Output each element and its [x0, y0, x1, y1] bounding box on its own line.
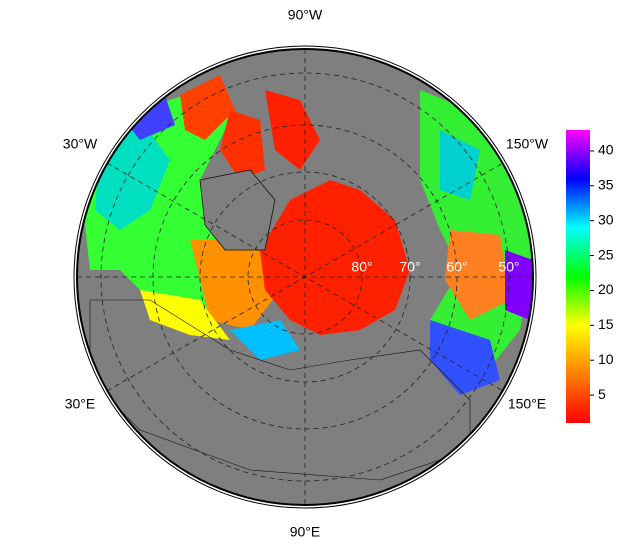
colorbar — [566, 130, 590, 423]
baffin-bay — [220, 110, 265, 180]
colorbar-tick-label: 30 — [598, 211, 614, 227]
colorbar-tick-label: 20 — [598, 281, 614, 297]
latitude-label: 50° — [498, 259, 519, 275]
ocean-patch — [430, 320, 500, 395]
graticule — [77, 49, 533, 505]
map-body — [77, 49, 533, 505]
hudson-bay — [265, 90, 320, 170]
ocean-patch — [505, 250, 533, 320]
ocean-patch — [140, 290, 230, 340]
ocean-patch — [440, 130, 480, 200]
colorbar-tick-label: 15 — [598, 316, 614, 332]
latitude-labels: 80° 70° 60° 50° — [351, 259, 519, 275]
latitude-label: 80° — [351, 259, 372, 275]
latitude-label: 70° — [399, 259, 420, 275]
longitude-label: 90°W — [288, 7, 323, 23]
longitude-label: 30°E — [65, 396, 96, 412]
ocean-patch — [190, 240, 280, 330]
longitude-label: 90°E — [290, 524, 321, 540]
ocean-patch — [445, 230, 510, 320]
ocean-patch — [230, 320, 300, 360]
greenland — [199, 169, 276, 251]
map-frame — [76, 48, 534, 506]
colorbar-tick-label: 25 — [598, 246, 614, 262]
ocean-patch — [120, 95, 175, 140]
colorbar-tick-label: 35 — [598, 177, 614, 193]
colorbar-tick-label: 40 — [598, 142, 614, 158]
longitude-label: 150°W — [506, 136, 549, 152]
map-frame — [73, 45, 537, 509]
eurasia-outline — [89, 299, 471, 481]
longitude-label: 150°E — [508, 396, 546, 412]
arctic-ocean — [260, 180, 410, 335]
colorbar-tick-label: 10 — [598, 351, 614, 367]
latitude-label: 60° — [446, 259, 467, 275]
colorbar-tick-label: 5 — [598, 386, 606, 402]
longitude-label: 30°W — [63, 136, 98, 152]
